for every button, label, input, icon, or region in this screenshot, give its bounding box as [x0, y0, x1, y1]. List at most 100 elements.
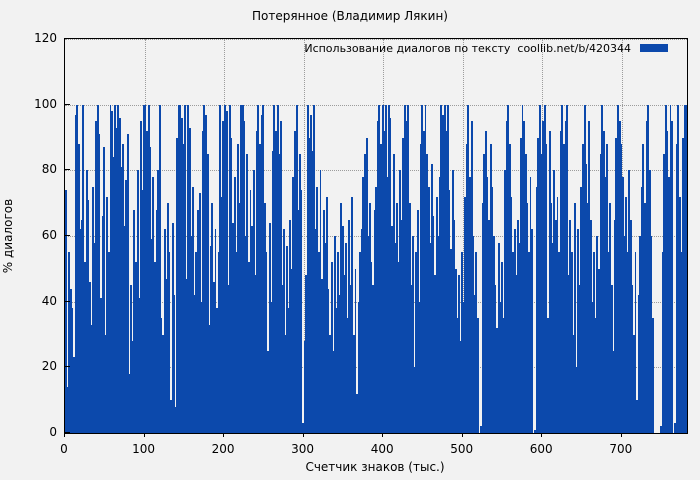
bar: [483, 153, 486, 433]
bar: [84, 262, 87, 433]
legend-swatch: [640, 44, 668, 52]
bar: [257, 104, 260, 433]
bar: [613, 219, 616, 433]
bar: [491, 186, 494, 433]
bar: [136, 170, 139, 433]
bar: [639, 236, 642, 433]
bar: [346, 318, 349, 433]
bar: [162, 334, 164, 433]
bar: [432, 216, 435, 433]
bar: [174, 406, 177, 433]
bar: [360, 229, 363, 433]
bar: [155, 209, 158, 433]
bar: [419, 144, 422, 433]
x-tick-label: 500: [450, 442, 474, 456]
bar: [397, 262, 400, 433]
x-tick-label: 700: [609, 442, 633, 456]
y-tick: [65, 103, 70, 105]
bar: [588, 121, 591, 433]
gridline-x: [462, 39, 464, 433]
bar: [548, 130, 551, 433]
bar: [465, 144, 468, 433]
bar: [228, 104, 231, 433]
bar: [539, 104, 541, 433]
bar: [647, 104, 650, 433]
bar: [287, 308, 290, 433]
bar: [356, 393, 359, 433]
bar: [443, 104, 446, 433]
bar: [268, 222, 271, 433]
bar: [314, 229, 317, 433]
bar: [316, 186, 319, 433]
bar: [181, 117, 184, 433]
bar: [302, 423, 304, 433]
bar: [631, 285, 634, 433]
bar: [259, 144, 261, 433]
y-tick-label: 0: [49, 425, 57, 439]
bar: [367, 236, 370, 433]
bar: [605, 144, 608, 433]
bar: [344, 242, 347, 433]
gridline-y: [65, 39, 687, 40]
bar: [176, 137, 179, 433]
x-tick-label: 200: [211, 442, 235, 456]
bar: [203, 104, 206, 433]
gridline-y: [65, 170, 687, 172]
bar: [526, 203, 529, 433]
bar: [206, 153, 209, 433]
bar: [596, 236, 599, 433]
bar: [628, 170, 631, 433]
bar: [71, 308, 74, 433]
bar: [515, 275, 518, 433]
bar: [556, 196, 559, 433]
bar: [429, 242, 432, 433]
bar: [177, 104, 180, 433]
bar: [76, 104, 79, 433]
x-tick: [541, 433, 543, 437]
bar: [95, 121, 98, 433]
bar: [451, 170, 454, 433]
bar: [504, 170, 506, 433]
bar: [103, 147, 106, 433]
y-tick-label: 20: [41, 359, 57, 374]
bar: [241, 104, 244, 433]
bar: [677, 104, 680, 433]
bar: [529, 176, 532, 433]
bar: [295, 104, 298, 433]
bar: [531, 229, 534, 433]
bar: [505, 121, 508, 433]
bar: [189, 127, 192, 433]
bar: [134, 262, 137, 433]
bar: [513, 229, 516, 433]
bar: [489, 144, 492, 433]
bar: [442, 114, 444, 433]
bar: [537, 137, 540, 433]
bar: [289, 219, 292, 433]
bar: [500, 262, 503, 433]
bar: [111, 111, 114, 433]
bar: [325, 196, 328, 433]
x-tick-label: 400: [370, 442, 394, 456]
bar: [612, 350, 615, 433]
bar: [232, 222, 234, 433]
bar: [321, 278, 324, 433]
bar: [104, 334, 107, 433]
bar: [254, 275, 257, 433]
bar: [502, 318, 505, 433]
bar: [311, 150, 314, 433]
bar: [265, 252, 268, 433]
bar: [98, 134, 101, 433]
bar: [368, 203, 371, 433]
bar: [112, 157, 115, 433]
bar: [306, 104, 309, 433]
bar: [674, 423, 677, 433]
bar: [669, 104, 672, 433]
bar: [133, 209, 136, 433]
bar: [273, 104, 276, 433]
bar: [222, 121, 225, 433]
bar: [150, 239, 153, 433]
bar: [88, 281, 91, 433]
bar: [389, 117, 392, 433]
y-tick-label: 60: [41, 228, 57, 242]
bar: [238, 203, 241, 433]
